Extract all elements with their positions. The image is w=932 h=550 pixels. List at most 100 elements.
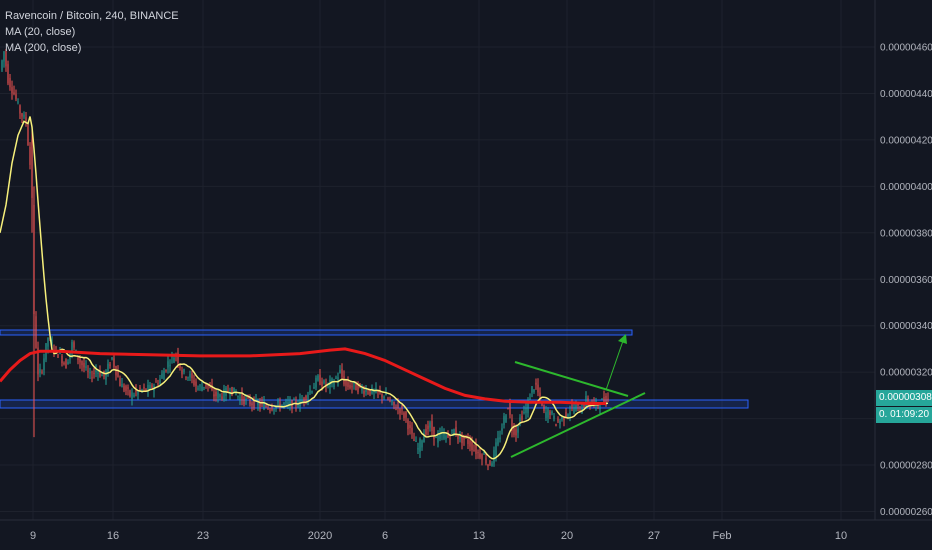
candle-body xyxy=(255,399,257,401)
candle-body xyxy=(69,352,71,359)
candle-body xyxy=(567,414,569,419)
candle-body xyxy=(403,412,405,419)
candle-body xyxy=(71,342,73,352)
candle-body xyxy=(431,421,433,431)
candle-body xyxy=(285,401,287,403)
candle-body xyxy=(547,409,549,418)
candle-body xyxy=(209,387,211,389)
candle-body xyxy=(219,394,221,397)
countdown-label: 01:09:20 xyxy=(890,409,930,420)
candle-body xyxy=(35,316,37,348)
candle-body xyxy=(469,440,471,447)
candle-body xyxy=(51,342,53,345)
candle-body xyxy=(113,358,115,367)
candle-body xyxy=(451,429,453,432)
x-tick-label: 27 xyxy=(648,530,660,542)
symbol-title[interactable]: Ravencoin / Bitcoin, 240, BINANCE xyxy=(5,10,179,22)
candle-body xyxy=(195,381,197,387)
candle-body xyxy=(459,436,461,439)
candle-body xyxy=(565,411,567,418)
candle-body xyxy=(353,382,355,384)
price-axis[interactable]: 0.00000460 0.00000440 0.00000420 0.00000400… xyxy=(874,0,932,520)
candle-body xyxy=(119,378,121,387)
candle-body xyxy=(23,114,25,118)
candle-body xyxy=(11,87,13,93)
candle-body xyxy=(405,411,407,418)
candle-body xyxy=(165,369,167,371)
triangle-upper-line xyxy=(514,361,629,397)
candle-body xyxy=(81,361,83,366)
candle-body xyxy=(487,464,489,467)
countdown-badge: 0. 01:09:20 xyxy=(876,407,932,423)
candle-body xyxy=(601,398,603,400)
candle-body xyxy=(95,370,97,373)
candle-body xyxy=(253,398,255,408)
candle-body xyxy=(77,356,79,361)
candle-body xyxy=(235,393,237,395)
candle-body xyxy=(425,428,427,435)
candle-body xyxy=(563,416,565,421)
candle-body xyxy=(599,407,601,410)
target-arrow-line xyxy=(605,337,625,391)
candle-body xyxy=(383,396,385,398)
candle-body xyxy=(393,401,395,405)
candle-body xyxy=(365,389,367,392)
candle-body xyxy=(183,369,185,372)
candle-body xyxy=(369,389,371,395)
candle-body xyxy=(205,382,207,386)
candle-body xyxy=(401,405,403,410)
candle-body xyxy=(571,405,573,407)
candle-body xyxy=(191,373,193,379)
candle-body xyxy=(471,442,473,451)
ma200-legend[interactable]: MA (200, close) xyxy=(5,42,82,54)
candle-body xyxy=(149,385,151,390)
y-tick-label: 0.00000320 xyxy=(880,368,932,379)
candle-body xyxy=(467,439,469,445)
x-tick-label: 23 xyxy=(197,530,209,542)
candle-body xyxy=(307,394,309,399)
candle-body xyxy=(33,204,35,315)
y-tick-label: 0.00000360 xyxy=(880,275,932,286)
candle-body xyxy=(303,397,305,401)
candle-body xyxy=(107,363,109,374)
candle-body xyxy=(437,435,439,443)
candle-body xyxy=(421,440,423,448)
candle-body xyxy=(179,364,181,369)
candle-body xyxy=(55,347,57,349)
candle-body xyxy=(379,391,381,393)
candle-body xyxy=(241,393,243,401)
candle-body xyxy=(583,405,585,407)
candle-body xyxy=(535,382,537,385)
candle-body xyxy=(455,427,457,436)
candle-body xyxy=(47,337,49,347)
candle-body xyxy=(313,387,315,389)
candle-body xyxy=(197,388,199,390)
ma20-legend[interactable]: MA (20, close) xyxy=(5,26,76,38)
candle-body xyxy=(277,400,279,403)
candle-body xyxy=(189,373,191,378)
candle-body xyxy=(585,395,587,407)
candle-body xyxy=(87,370,89,372)
chart-legend: Ravencoin / Bitcoin, 240, BINANCE MA (20… xyxy=(5,8,179,56)
candle-body xyxy=(29,146,31,165)
candle-body xyxy=(363,391,365,394)
candle-body xyxy=(481,454,483,460)
time-axis[interactable]: 9 16 23 2020 6 13 20 27 Feb 10 xyxy=(0,519,932,542)
candle-body xyxy=(127,387,129,389)
candle-body xyxy=(237,396,239,398)
candle-body xyxy=(143,387,145,389)
triangle-pattern xyxy=(510,334,646,458)
candle-body xyxy=(557,418,559,422)
candle-body xyxy=(355,382,357,391)
candle-body xyxy=(477,452,479,454)
candle-body xyxy=(193,380,195,385)
candle-body xyxy=(265,405,267,407)
candle-body xyxy=(3,51,5,62)
candle-body xyxy=(7,64,9,84)
x-tick-label: 6 xyxy=(382,530,388,542)
candle-body xyxy=(463,435,465,440)
candle-body xyxy=(475,445,477,454)
candle-body xyxy=(409,424,411,429)
candle-body xyxy=(603,397,605,402)
